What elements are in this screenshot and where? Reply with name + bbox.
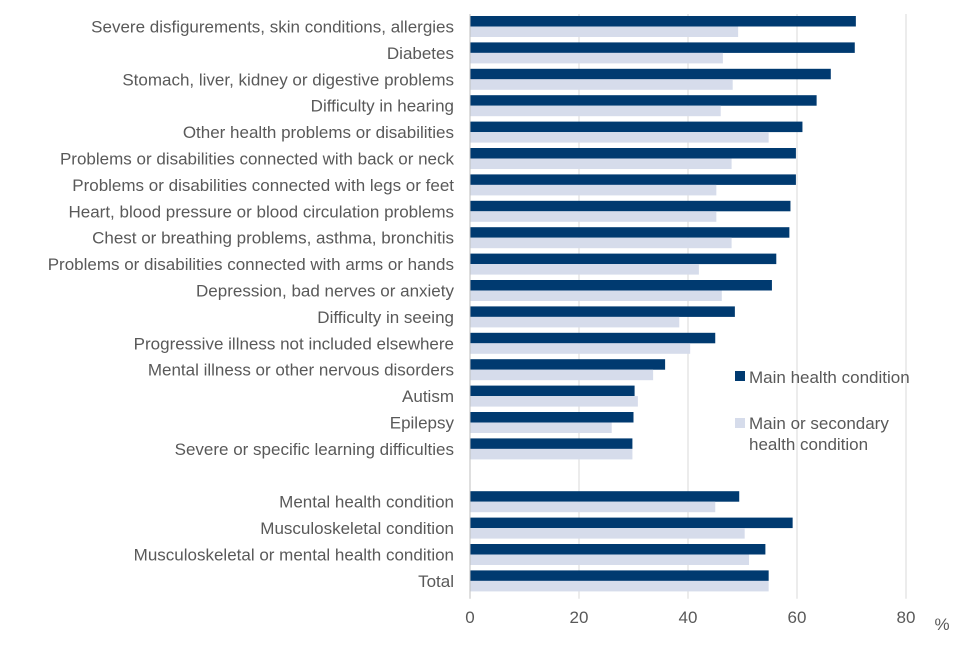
bar-main-heart-blood-pressure-or-blood-circulation-problems — [470, 200, 791, 212]
category-label-musculoskeletal-or-mental-health-condition: Musculoskeletal or mental health conditi… — [134, 546, 454, 565]
bar-main-or-secondary-chest-or-breathing-problems-asthma-bronchitis — [470, 237, 732, 249]
bar-main-or-secondary-musculoskeletal-or-mental-health-condition — [470, 554, 750, 565]
bar-main-or-secondary-depression-bad-nerves-or-anxiety — [470, 290, 722, 301]
bar-main-problems-or-disabilities-connected-with-legs-or-feet — [470, 174, 796, 185]
bar-main-total — [470, 570, 769, 581]
bar-main-or-secondary-autism — [470, 396, 638, 407]
bar-main-or-secondary-mental-health-condition — [470, 501, 716, 513]
category-label-difficulty-in-seeing: Difficulty in seeing — [317, 308, 454, 327]
bar-main-severe-disfigurements-skin-conditions-allergies — [470, 16, 856, 27]
category-label-stomach-liver-kidney-or-digestive-problems: Stomach, liver, kidney or digestive prob… — [122, 70, 454, 89]
bar-main-or-secondary-severe-disfigurements-skin-conditions-allergies — [470, 26, 739, 37]
bar-main-epilepsy — [470, 412, 634, 423]
bar-main-difficulty-in-hearing — [470, 95, 817, 106]
bar-main-or-secondary-other-health-problems-or-disabilities — [470, 132, 769, 143]
bar-main-severe-or-specific-learning-difficulties — [470, 438, 633, 449]
category-label-heart-blood-pressure-or-blood-circulation-problems: Heart, blood pressure or blood circulati… — [68, 202, 454, 221]
x-axis-unit-label: % — [934, 615, 949, 634]
bar-main-or-secondary-problems-or-disabilities-connected-with-back-or-neck — [470, 158, 732, 169]
category-label-problems-or-disabilities-connected-with-legs-or-feet: Problems or disabilities connected with … — [72, 176, 454, 195]
category-label-mental-illness-or-other-nervous-disorders: Mental illness or other nervous disorder… — [148, 361, 454, 380]
bar-main-progressive-illness-not-included-elsewhere — [470, 332, 716, 344]
x-tick-label-20: 20 — [570, 608, 589, 627]
category-label-musculoskeletal-condition: Musculoskeletal condition — [260, 519, 454, 538]
bar-main-autism — [470, 385, 635, 397]
x-tick-label-60: 60 — [788, 608, 807, 627]
bar-main-diabetes — [470, 42, 855, 53]
bar-main-or-secondary-severe-or-specific-learning-difficulties — [470, 448, 633, 460]
bar-main-chest-or-breathing-problems-asthma-bronchitis — [470, 227, 790, 238]
bar-main-or-secondary-musculoskeletal-condition — [470, 528, 745, 539]
legend-label-main-health-condition: Main health condition — [749, 368, 910, 387]
bar-main-other-health-problems-or-disabilities — [470, 121, 803, 133]
category-label-problems-or-disabilities-connected-with-arms-or-hands: Problems or disabilities connected with … — [48, 255, 454, 274]
category-label-severe-disfigurements-skin-conditions-allergies: Severe disfigurements, skin conditions, … — [91, 18, 454, 37]
bar-main-difficulty-in-seeing — [470, 306, 735, 317]
category-label-epilepsy: Epilepsy — [390, 414, 455, 433]
bar-main-musculoskeletal-or-mental-health-condition — [470, 544, 766, 555]
bar-main-or-secondary-difficulty-in-seeing — [470, 316, 680, 328]
category-label-difficulty-in-hearing: Difficulty in hearing — [311, 97, 454, 116]
bar-main-depression-bad-nerves-or-anxiety — [470, 280, 772, 291]
bars — [470, 16, 856, 592]
category-label-total: Total — [418, 572, 454, 591]
category-label-chest-or-breathing-problems-asthma-bronchitis: Chest or breathing problems, asthma, bro… — [92, 229, 454, 248]
x-axis: 0 20 40 60 80 — [465, 14, 915, 627]
bar-main-or-secondary-problems-or-disabilities-connected-with-arms-or-hands — [470, 264, 699, 275]
bar-main-or-secondary-total — [470, 580, 769, 592]
x-tick-label-80: 80 — [897, 608, 916, 627]
legend-label-main-or-secondary: Main or secondary health condition — [749, 414, 889, 454]
category-label-autism: Autism — [402, 387, 454, 406]
bar-main-or-secondary-difficulty-in-hearing — [470, 105, 721, 117]
legend-swatch-main-health-condition — [735, 371, 745, 381]
category-label-progressive-illness-not-included-elsewhere: Progressive illness not included elsewhe… — [134, 334, 454, 353]
x-tick-label-0: 0 — [465, 608, 474, 627]
bar-main-or-secondary-heart-blood-pressure-or-blood-circulation-problems — [470, 211, 717, 222]
bar-main-musculoskeletal-condition — [470, 517, 793, 529]
bar-main-mental-health-condition — [470, 491, 740, 502]
legend-swatch-main-or-secondary — [735, 418, 745, 428]
bar-main-or-secondary-epilepsy — [470, 422, 612, 433]
bar-main-or-secondary-mental-illness-or-other-nervous-disorders — [470, 369, 654, 381]
category-label-other-health-problems-or-disabilities: Other health problems or disabilities — [183, 123, 454, 142]
bar-main-or-secondary-problems-or-disabilities-connected-with-legs-or-feet — [470, 184, 717, 196]
category-labels: Severe disfigurements, skin conditions, … — [48, 18, 455, 591]
category-label-diabetes: Diabetes — [387, 44, 454, 63]
category-label-mental-health-condition: Mental health condition — [279, 493, 454, 512]
bar-main-mental-illness-or-other-nervous-disorders — [470, 359, 666, 370]
bar-main-problems-or-disabilities-connected-with-arms-or-hands — [470, 253, 777, 265]
x-tick-label-40: 40 — [679, 608, 698, 627]
bar-main-or-secondary-progressive-illness-not-included-elsewhere — [470, 343, 691, 354]
bar-main-or-secondary-diabetes — [470, 52, 723, 64]
legend: Main health condition Main or secondary h… — [735, 368, 910, 454]
bar-main-problems-or-disabilities-connected-with-back-or-neck — [470, 148, 796, 159]
bar-main-or-secondary-stomach-liver-kidney-or-digestive-problems — [470, 79, 733, 90]
bar-main-stomach-liver-kidney-or-digestive-problems — [470, 68, 831, 80]
category-label-severe-or-specific-learning-difficulties: Severe or specific learning difficulties — [175, 440, 454, 459]
category-label-problems-or-disabilities-connected-with-back-or-neck: Problems or disabilities connected with … — [60, 150, 455, 169]
category-label-depression-bad-nerves-or-anxiety: Depression, bad nerves or anxiety — [196, 282, 454, 301]
